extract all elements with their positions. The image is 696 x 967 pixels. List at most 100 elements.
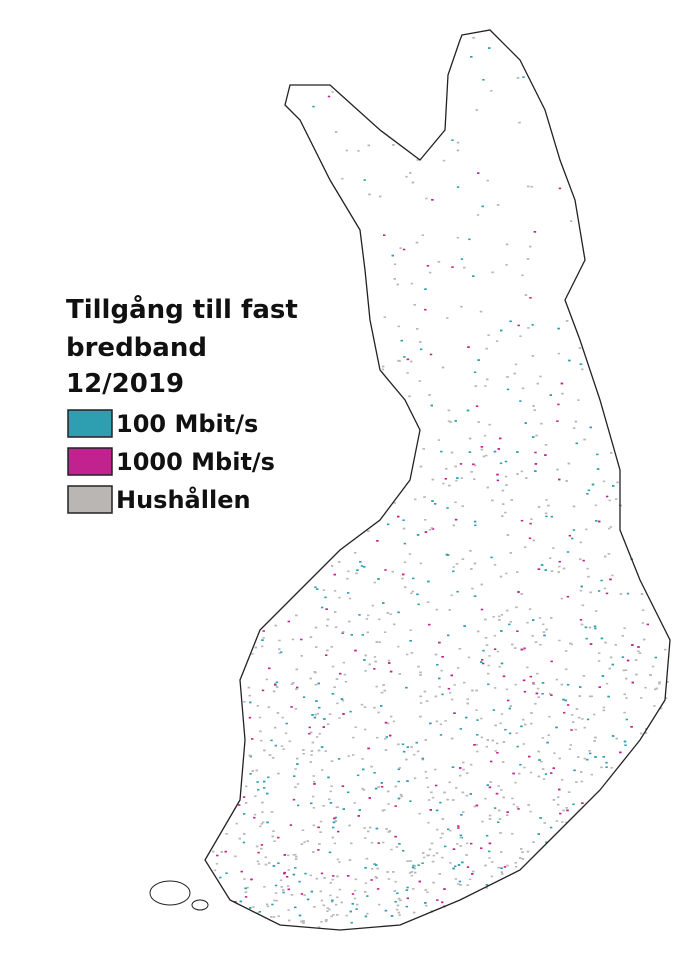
- country-outline: [204, 29, 671, 931]
- coverage-speck: [435, 784, 438, 787]
- coverage-speck: [548, 715, 551, 718]
- coverage-speck: [470, 56, 473, 58]
- coverage-speck: [272, 830, 275, 832]
- coverage-speck: [499, 575, 503, 578]
- coverage-speck: [367, 614, 370, 617]
- coverage-speck: [473, 595, 477, 597]
- coverage-speck: [483, 434, 487, 437]
- coverage-speck: [518, 772, 521, 775]
- coverage-speck: [302, 922, 305, 924]
- coverage-speck: [597, 660, 601, 662]
- coverage-speck: [234, 855, 237, 858]
- coverage-speck: [451, 698, 454, 701]
- coverage-speck: [247, 686, 251, 689]
- coverage-speck: [431, 796, 435, 799]
- coverage-speck: [529, 245, 532, 248]
- coverage-speck: [328, 908, 331, 911]
- coverage-speck: [374, 876, 377, 878]
- coverage-speck: [531, 324, 534, 326]
- coverage-speck: [264, 863, 268, 866]
- coverage-speck: [571, 714, 574, 716]
- coverage-speck: [552, 547, 555, 549]
- coverage-speck: [484, 637, 488, 639]
- coverage-speck: [324, 750, 327, 752]
- coverage-speck: [405, 905, 408, 908]
- coverage-speck: [557, 352, 561, 355]
- coverage-speck: [421, 758, 425, 761]
- coverage-speck: [329, 882, 332, 884]
- coverage-speck: [310, 754, 313, 756]
- coverage-speck: [338, 561, 341, 563]
- coverage-speck: [512, 803, 515, 806]
- coverage-speck: [473, 744, 476, 746]
- coverage-speck: [380, 705, 383, 707]
- coverage-speck: [412, 888, 415, 890]
- coverage-speck: [556, 468, 559, 471]
- coverage-speck: [589, 591, 592, 594]
- coverage-speck: [456, 186, 460, 188]
- coverage-speck: [452, 570, 455, 573]
- coverage-speck: [260, 739, 263, 742]
- coverage-speck: [590, 695, 593, 698]
- coverage-speck: [511, 832, 514, 835]
- coverage-speck: [544, 444, 548, 446]
- coverage-speck: [367, 530, 370, 532]
- coverage-speck: [212, 850, 215, 853]
- coverage-speck: [560, 597, 564, 600]
- coverage-speck: [580, 585, 583, 588]
- coverage-speck: [360, 703, 364, 706]
- coverage-speck: [406, 746, 409, 748]
- coverage-speck: [287, 620, 290, 623]
- coverage-speck: [547, 734, 550, 736]
- coverage-speck: [258, 911, 261, 913]
- coverage-speck: [335, 678, 339, 680]
- coverage-speck: [435, 809, 439, 812]
- coverage-speck: [605, 766, 608, 768]
- coverage-speck: [579, 686, 582, 688]
- coverage-speck: [524, 723, 527, 726]
- coverage-speck: [524, 294, 528, 296]
- coverage-speck: [386, 871, 389, 873]
- coverage-speck: [336, 914, 339, 916]
- coverage-speck: [488, 47, 491, 49]
- coverage-speck: [495, 340, 499, 342]
- coverage-speck: [392, 144, 395, 146]
- coverage-speck: [540, 422, 543, 425]
- coverage-speck: [327, 776, 330, 779]
- coverage-speck: [504, 475, 508, 478]
- coverage-speck: [402, 248, 406, 251]
- legend-title: bredband: [66, 333, 207, 363]
- coverage-speck: [504, 460, 508, 463]
- coverage-speck: [452, 799, 455, 801]
- coverage-speck: [297, 804, 300, 807]
- coverage-speck: [398, 360, 401, 362]
- coverage-speck: [462, 768, 465, 771]
- coverage-speck: [488, 655, 491, 657]
- coverage-speck: [282, 891, 285, 894]
- coverage-speck: [543, 634, 546, 637]
- coverage-speck: [388, 662, 391, 664]
- coverage-speck: [587, 489, 591, 492]
- coverage-speck: [356, 903, 359, 906]
- coverage-speck: [585, 528, 588, 531]
- coverage-speck: [601, 675, 605, 677]
- coverage-speck: [379, 195, 382, 198]
- coverage-speck: [425, 777, 428, 779]
- coverage-speck: [649, 674, 652, 676]
- coverage-speck: [272, 865, 276, 867]
- coverage-speck: [447, 687, 451, 690]
- coverage-speck: [260, 844, 264, 846]
- coverage-speck: [409, 640, 412, 642]
- coverage-speck: [550, 570, 554, 572]
- coverage-speck: [593, 625, 597, 628]
- coverage-speck: [394, 805, 397, 807]
- coverage-speck: [243, 813, 246, 815]
- coverage-speck: [531, 635, 534, 637]
- coverage-speck: [442, 482, 445, 485]
- coverage-speck: [500, 851, 503, 853]
- coverage-speck: [467, 346, 470, 348]
- coverage-speck: [571, 537, 574, 540]
- coverage-speck: [488, 786, 492, 789]
- coverage-speck: [510, 499, 513, 501]
- coverage-speck: [437, 439, 441, 441]
